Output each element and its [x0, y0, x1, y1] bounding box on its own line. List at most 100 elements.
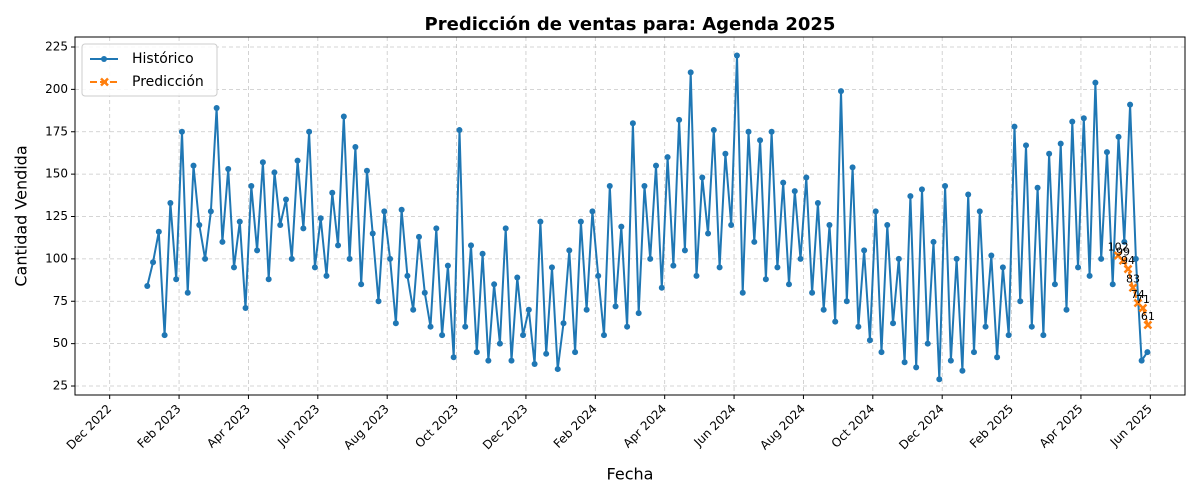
data-point [1121, 238, 1128, 245]
data-point [577, 218, 584, 225]
chart-title: Predicción de ventas para: Agenda 2025 [425, 14, 836, 35]
data-point [317, 215, 324, 222]
data-point [491, 281, 498, 288]
data-point [861, 247, 868, 254]
data-point [1138, 303, 1148, 313]
data-point [658, 284, 665, 291]
data-point [1011, 123, 1018, 130]
data-point [982, 323, 989, 330]
data-point [947, 357, 954, 364]
data-point [369, 230, 376, 237]
data-point [970, 349, 977, 356]
data-point [306, 128, 313, 135]
data-point [1138, 357, 1145, 364]
data-point [410, 306, 417, 313]
y-tick-label: 200 [45, 82, 68, 96]
data-point [757, 137, 764, 144]
data-point [1028, 323, 1035, 330]
data-point [283, 196, 290, 203]
legend: Histórico Predicción [81, 43, 218, 97]
data-point [288, 255, 295, 262]
data-point [988, 252, 995, 259]
data-point [1005, 332, 1012, 339]
y-tick-label: 100 [45, 251, 68, 265]
data-point [1017, 298, 1024, 305]
data-point [178, 128, 185, 135]
legend-label: Histórico [132, 51, 194, 67]
data-point [907, 193, 914, 200]
data-point [1118, 256, 1128, 265]
data-point [404, 272, 411, 279]
data-point [161, 332, 168, 339]
data-point [843, 298, 850, 305]
data-point [439, 332, 446, 339]
data-point [710, 127, 717, 134]
data-point [167, 199, 174, 206]
data-point [456, 127, 463, 134]
data-point [173, 276, 180, 283]
data-point [1057, 140, 1064, 147]
data-point [1080, 115, 1087, 122]
data-point [358, 281, 365, 288]
data-point [352, 144, 359, 151]
data-point [872, 208, 879, 215]
data-point [595, 272, 602, 279]
data-point [600, 332, 607, 339]
data-point [629, 120, 636, 127]
data-point [1046, 150, 1053, 157]
data-point [739, 289, 746, 296]
data-point [820, 306, 827, 313]
data-point [1063, 306, 1070, 313]
data-point [676, 116, 683, 123]
data-point [329, 189, 336, 196]
data-point [1023, 142, 1030, 149]
data-point [502, 225, 509, 232]
data-point [531, 360, 538, 367]
data-point [924, 340, 931, 347]
data-point [468, 242, 475, 249]
y-tick-label: 225 [45, 40, 68, 54]
data-point [242, 305, 249, 312]
data-point [780, 179, 787, 186]
data-point [768, 128, 775, 135]
data-point [936, 376, 943, 383]
data-point [462, 323, 469, 330]
data-point [554, 366, 561, 373]
data-point [635, 310, 642, 317]
data-point [785, 281, 792, 288]
data-point [728, 221, 735, 228]
data-point [814, 199, 821, 206]
data-point [838, 88, 845, 95]
y-tick-label: 150 [45, 167, 68, 181]
data-point [930, 238, 937, 245]
data-point [271, 169, 278, 176]
data-point [381, 208, 388, 215]
data-point [855, 323, 862, 330]
data-point [548, 264, 555, 271]
data-point [248, 182, 255, 189]
y-tick-label: 50 [53, 336, 68, 350]
data-point [693, 272, 700, 279]
data-point [1128, 283, 1138, 293]
legend-marker [100, 77, 109, 87]
data-point [508, 357, 515, 364]
data-point [190, 162, 197, 169]
series-line [146, 55, 1149, 380]
data-point [144, 283, 151, 290]
data-point [1098, 255, 1105, 262]
data-point [566, 247, 573, 254]
data-point [1086, 272, 1093, 279]
data-point [751, 238, 758, 245]
data-point [884, 221, 891, 228]
legend-label: Predicción [132, 74, 204, 90]
data-point [363, 167, 370, 174]
data-point [762, 276, 769, 283]
data-point [653, 162, 660, 169]
data-point [670, 262, 677, 269]
data-point [213, 105, 220, 112]
data-point [722, 150, 729, 157]
data-point [589, 208, 596, 215]
data-point [647, 255, 654, 262]
data-point [1040, 332, 1047, 339]
